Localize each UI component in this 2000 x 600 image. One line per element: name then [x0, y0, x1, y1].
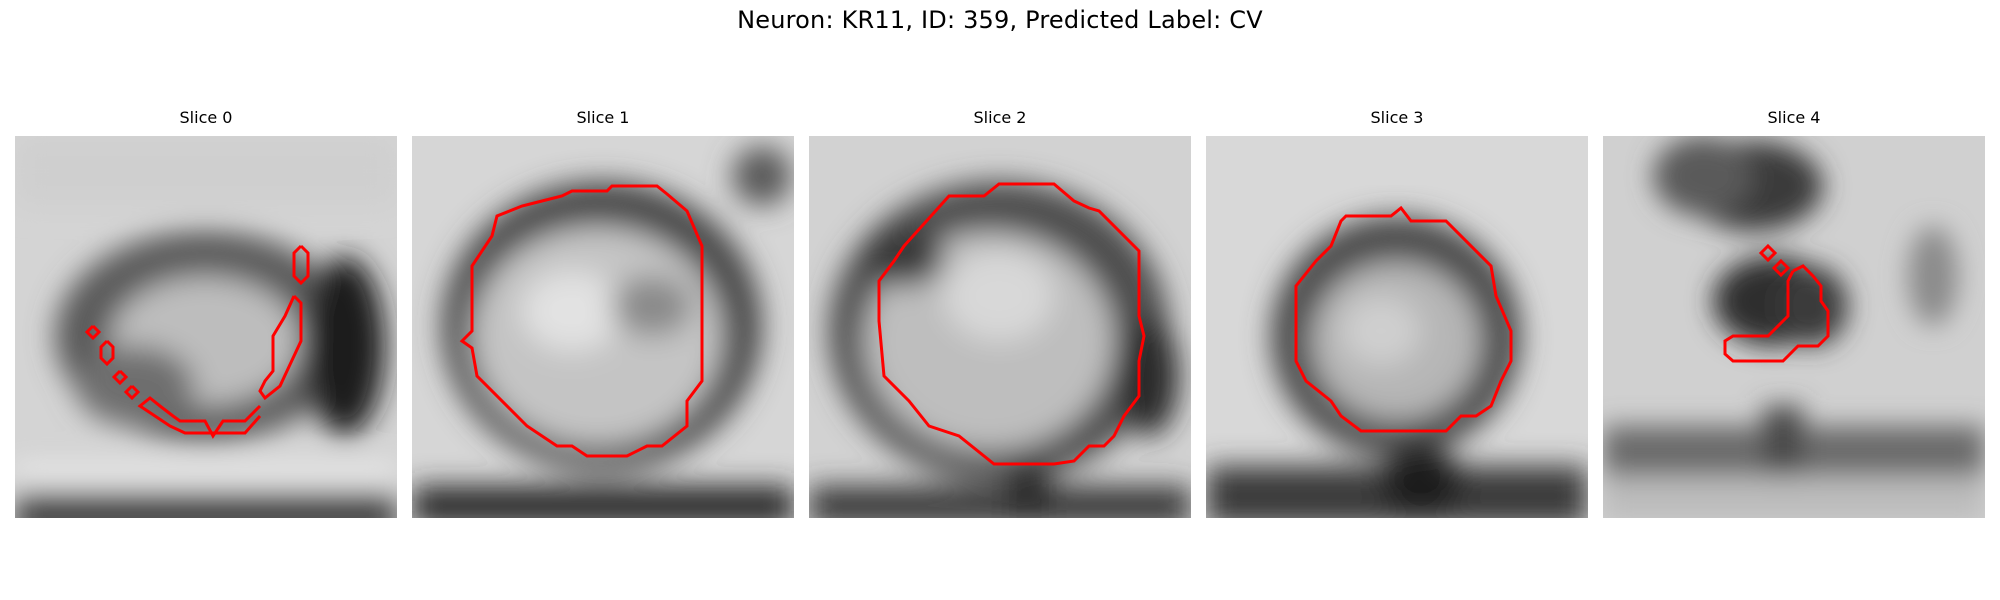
contour-0 [84, 244, 310, 439]
slice-panel-0: Slice 0 [15, 108, 397, 518]
contour-1 [459, 184, 704, 458]
slice-image-3 [1206, 136, 1588, 518]
contour-4 [1723, 243, 1830, 363]
slice-title-3: Slice 3 [1370, 108, 1424, 127]
slice-panel-4: Slice 4 [1603, 108, 1985, 518]
contour-2 [877, 182, 1146, 466]
figure-title: Neuron: KR11, ID: 359, Predicted Label: … [737, 6, 1263, 34]
slice-panel-3: Slice 3 [1206, 108, 1588, 518]
slice-image-1 [412, 136, 794, 518]
slice-image-4 [1603, 136, 1985, 518]
slice-image-2 [809, 136, 1191, 518]
slice-title-2: Slice 2 [973, 108, 1027, 127]
slice-panel-2: Slice 2 [809, 108, 1191, 518]
slice-panel-1: Slice 1 [412, 108, 794, 518]
slice-image-0 [15, 136, 397, 518]
slice-title-4: Slice 4 [1767, 108, 1821, 127]
slice-title-0: Slice 0 [179, 108, 233, 127]
slice-title-1: Slice 1 [576, 108, 630, 127]
contour-3 [1294, 205, 1513, 433]
